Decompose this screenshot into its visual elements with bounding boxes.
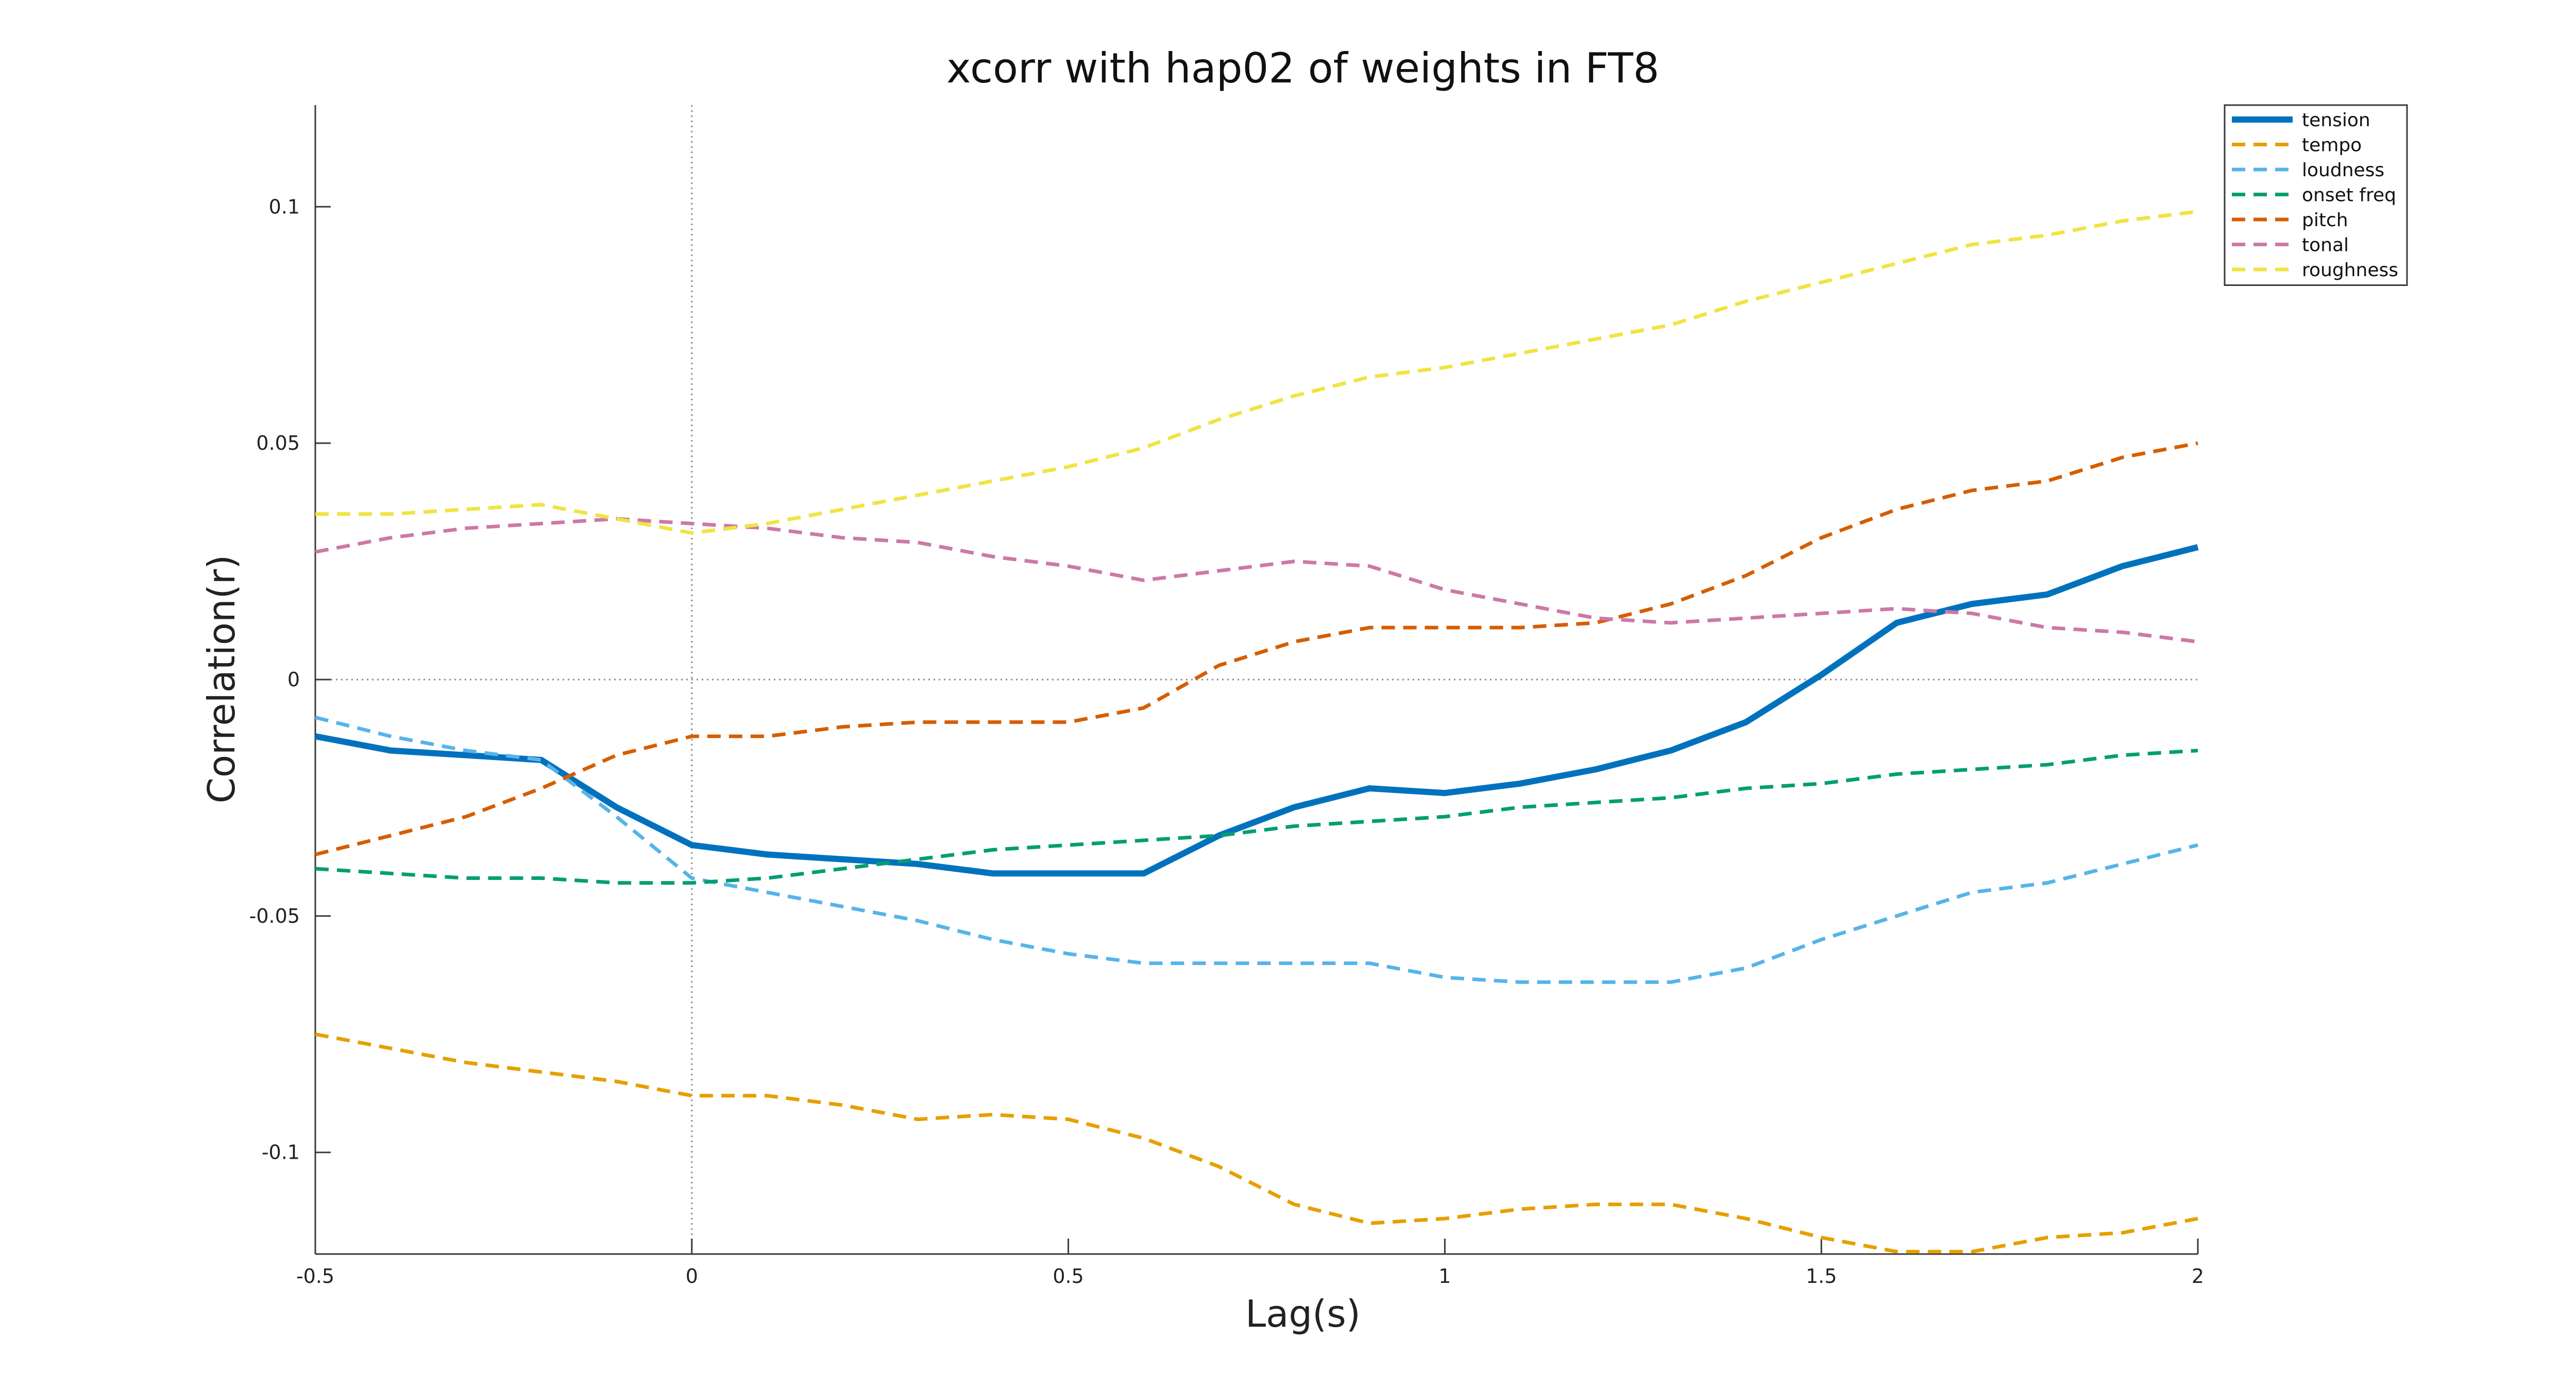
legend-entry: pitch — [2302, 210, 2348, 231]
series-line-tempo — [315, 1032, 2198, 1254]
y-tick-label: -0.05 — [249, 905, 300, 927]
legend-entry: tempo — [2302, 135, 2362, 156]
legend-entry: tension — [2302, 110, 2370, 131]
y-tick-label: -0.1 — [262, 1141, 300, 1164]
x-axis-label: Lag(s) — [1245, 1292, 1361, 1335]
x-tick-label: 1 — [1438, 1265, 1451, 1288]
legend-entry: roughness — [2302, 260, 2398, 281]
x-tick-label: 0 — [686, 1265, 698, 1288]
legend-entry: loudness — [2302, 160, 2384, 181]
y-tick-label: 0.05 — [256, 432, 300, 454]
series-line-loudness — [315, 716, 2198, 984]
x-tick-label: 2 — [2192, 1265, 2204, 1288]
legend-entry: onset freq — [2302, 185, 2396, 206]
series-line-onset-freq — [315, 749, 2198, 885]
plot-area: -0.5 0 0.5 1 1.5 2 0.1 0.05 0 -0.05 -0.1 — [249, 105, 2204, 1288]
chart-title: xcorr with hap02 of weights in FT8 — [946, 44, 1659, 92]
legend: tension tempo loudness onset freq pitch tonal… — [2224, 104, 2408, 286]
x-tick-label: 1.5 — [1806, 1265, 1837, 1288]
series-line-roughness — [315, 210, 2198, 535]
y-axis-label: Correlation(r) — [200, 555, 243, 804]
series-line-tonal — [315, 517, 2198, 644]
legend-entry: tonal — [2302, 235, 2349, 256]
series-line-tension — [314, 544, 2199, 877]
x-tick-label: -0.5 — [296, 1265, 334, 1288]
y-tick-label: 0.1 — [269, 195, 300, 218]
series-line-pitch — [315, 441, 2198, 856]
x-tick-label: 0.5 — [1053, 1265, 1083, 1288]
y-tick-label: 0 — [287, 668, 300, 691]
